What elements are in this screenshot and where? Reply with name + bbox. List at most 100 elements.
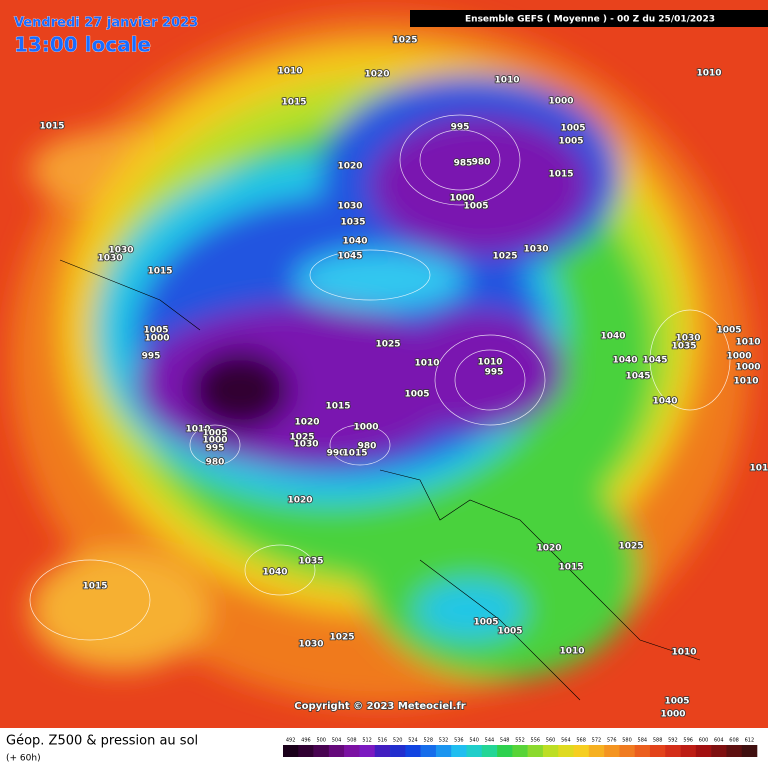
legend-swatch — [359, 745, 376, 757]
pressure-label: 1005 — [558, 137, 583, 147]
pressure-label: 980 — [472, 158, 491, 168]
pressure-label: 1010 — [477, 358, 502, 368]
legend-label: 492 — [286, 738, 296, 744]
legend-swatch — [328, 745, 345, 757]
pressure-label: 1015 — [558, 563, 583, 573]
legend-swatch — [726, 745, 743, 757]
isobars — [29, 114, 731, 641]
pressure-label: 1010 — [735, 338, 760, 348]
legend-swatch — [604, 745, 620, 757]
legend-swatch — [649, 745, 666, 757]
pressure-label: 1015 — [342, 449, 367, 459]
pressure-label: 1025 — [329, 633, 354, 643]
legend-label: 548 — [500, 738, 510, 744]
pressure-label: 1035 — [671, 342, 696, 352]
pressure-label: 1025 — [392, 36, 417, 46]
pressure-label: 1030 — [97, 254, 122, 264]
legend-swatch — [374, 745, 391, 757]
legend-swatch — [619, 745, 635, 757]
legend-label: 500 — [316, 738, 326, 744]
pressure-label: 1000 — [735, 363, 760, 373]
color-legend: 492 496 500 504 508 512 516 520 524 528 532 536 540 5… — [283, 738, 758, 757]
legend-swatch — [390, 745, 406, 757]
pressure-label: 980 — [206, 458, 225, 468]
pressure-label: 1045 — [337, 252, 362, 262]
legend-label: 524 — [408, 738, 418, 744]
pressure-label: 1000 — [144, 334, 169, 344]
pressure-label: 1015 — [548, 170, 573, 180]
legend-swatch — [542, 745, 559, 757]
legend-label: 516 — [378, 738, 388, 744]
legend-label: 540 — [469, 738, 479, 744]
pressure-label: 1000 — [548, 97, 573, 107]
legend-swatch — [558, 745, 574, 757]
pressure-label: 1020 — [294, 418, 319, 428]
legend-swatch — [741, 745, 758, 757]
legend-swatch — [588, 745, 605, 757]
pressure-label: 995 — [142, 352, 161, 362]
legend-swatch — [573, 745, 590, 757]
run-text: Ensemble GEFS ( Moyenne ) - 00 Z du 25/0… — [465, 15, 715, 25]
pressure-label: 1040 — [262, 568, 287, 578]
legend-label: 504 — [332, 738, 342, 744]
footer-title: Géop. Z500 & pression au sol — [6, 734, 198, 749]
pressure-label: 1040 — [652, 397, 677, 407]
legend-label: 544 — [485, 738, 495, 744]
legend-label: 556 — [531, 738, 541, 744]
pressure-label: 1010 — [559, 647, 584, 657]
legend-label: 528 — [423, 738, 433, 744]
legend-label: 588 — [653, 738, 663, 744]
pressure-label: 1040 — [600, 332, 625, 342]
legend-label: 564 — [561, 738, 571, 744]
pressure-label: 1020 — [287, 496, 312, 506]
legend-swatch — [344, 745, 360, 757]
pressure-label: 1010 — [494, 76, 519, 86]
legend-label: 568 — [576, 738, 586, 744]
pressure-label: 1005 — [143, 326, 168, 336]
pressure-label: 1015 — [325, 402, 350, 412]
legend-label: 592 — [668, 738, 678, 744]
pressure-label: 1015 — [39, 122, 64, 132]
pressure-label: 1005 — [404, 390, 429, 400]
pressure-label: 1005 — [463, 202, 488, 212]
pressure-label: 1005 — [716, 326, 741, 336]
pressure-label: 1010 — [696, 69, 721, 79]
legend-label: 612 — [745, 738, 755, 744]
pressure-label: 1010 — [733, 377, 758, 387]
legend-label: 600 — [699, 738, 709, 744]
legend-swatch — [695, 745, 712, 757]
legend-label: 596 — [683, 738, 693, 744]
legend-label: 604 — [714, 738, 724, 744]
legend-swatch — [405, 745, 421, 757]
legend-label: 580 — [622, 738, 632, 744]
pressure-label: 1025 — [375, 340, 400, 350]
pressure-label: 1000 — [660, 710, 685, 720]
pressure-label: 1000 — [202, 436, 227, 446]
pressure-label: 1040 — [612, 356, 637, 366]
pressure-label: 1040 — [342, 237, 367, 247]
legend-swatch — [481, 745, 498, 757]
legend-label: 508 — [347, 738, 357, 744]
legend-label: 608 — [729, 738, 739, 744]
legend-swatch — [435, 745, 452, 757]
coastlines — [59, 259, 701, 701]
pressure-label: 1025 — [492, 252, 517, 262]
legend-label: 532 — [439, 738, 449, 744]
pressure-label: 1020 — [536, 544, 561, 554]
run-banner — [410, 10, 768, 27]
pressure-label: 1000 — [726, 352, 751, 362]
pressure-label: 1035 — [340, 218, 365, 228]
legend-swatch — [665, 745, 681, 757]
legend-swatch — [711, 745, 727, 757]
pressure-label: 1010 — [277, 67, 302, 77]
legend-swatch — [527, 745, 544, 757]
pressure-label: 1045 — [642, 356, 667, 366]
legend-label: 572 — [592, 738, 602, 744]
pressure-label: 1010 — [414, 359, 439, 369]
legend-swatch — [298, 745, 314, 757]
legend-label: 512 — [362, 738, 372, 744]
legend-label: 584 — [638, 738, 648, 744]
legend-swatch — [420, 745, 437, 757]
pressure-label: 1010 — [671, 648, 696, 658]
